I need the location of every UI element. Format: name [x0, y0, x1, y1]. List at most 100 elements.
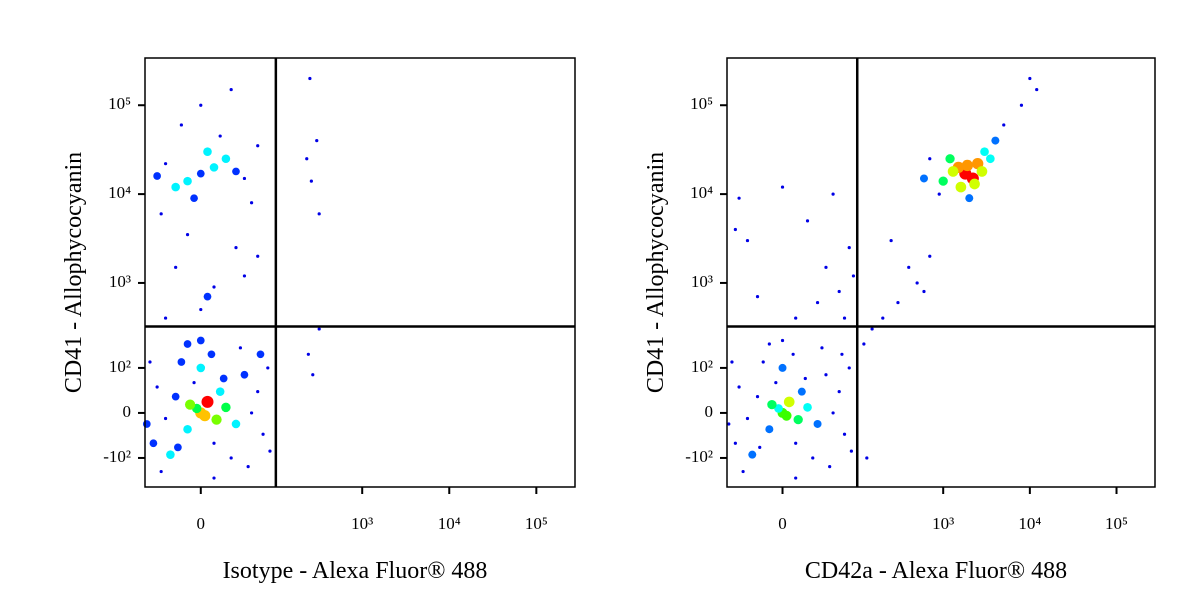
- x-tick-label: 10⁴: [1018, 514, 1041, 533]
- event-dot: [315, 139, 319, 143]
- event-dot: [797, 387, 806, 396]
- event-dot: [837, 390, 841, 394]
- event-dot: [928, 157, 932, 161]
- event-dot: [813, 419, 822, 428]
- event-dot: [163, 316, 168, 320]
- event-dot: [847, 366, 851, 370]
- event-dot: [203, 292, 212, 301]
- event-dot: [824, 373, 828, 377]
- event-dot: [184, 399, 196, 410]
- x-tick-label: 0: [197, 514, 206, 533]
- event-dot: [851, 274, 856, 278]
- event-dot: [174, 265, 178, 269]
- event-dot: [803, 376, 807, 381]
- event-dot: [261, 432, 265, 436]
- event-dot: [207, 350, 216, 359]
- event-dot: [849, 449, 853, 453]
- event-dot: [183, 340, 192, 348]
- y-tick-label: 10³: [691, 272, 713, 291]
- event-dot: [305, 157, 309, 161]
- event-dot: [308, 76, 312, 81]
- event-dot: [745, 238, 750, 243]
- event-dot: [780, 338, 785, 343]
- event-dot: [737, 196, 741, 200]
- x-axis-label: Isotype - Alexa Fluor® 488: [223, 558, 488, 584]
- event-dot: [765, 425, 774, 434]
- y-tick-label: 10²: [109, 357, 131, 376]
- event-dot: [991, 136, 1000, 145]
- event-dot: [311, 373, 315, 377]
- x-tick-label: 10⁴: [438, 514, 461, 533]
- x-tick-label: 10³: [932, 514, 954, 533]
- event-dot: [218, 134, 222, 138]
- event-dot: [148, 360, 152, 364]
- x-tick-label: 10³: [351, 514, 373, 533]
- event-dot: [778, 363, 787, 372]
- event-dot: [945, 154, 955, 164]
- y-axis-label: CD41 - Allophycocyanin: [643, 152, 669, 393]
- event-dot: [937, 192, 941, 196]
- event-dot: [163, 162, 168, 166]
- event-dot: [774, 404, 783, 413]
- event-dot: [171, 182, 180, 192]
- event-dot: [246, 465, 250, 469]
- event-dot: [1035, 87, 1039, 92]
- event-dot: [196, 336, 205, 345]
- event-dot: [794, 316, 798, 320]
- event-dot: [159, 212, 163, 216]
- event-dot: [199, 410, 211, 422]
- event-dot: [955, 181, 967, 193]
- event-dot: [153, 172, 161, 180]
- event-dot: [824, 265, 828, 269]
- x-tick-label: 10⁵: [1105, 514, 1128, 533]
- event-dot: [174, 443, 182, 452]
- y-tick-label: -10²: [103, 447, 131, 466]
- event-dot: [755, 295, 760, 299]
- event-dot: [212, 476, 216, 480]
- event-dot: [865, 456, 869, 460]
- event-dot: [831, 192, 835, 196]
- event-dot: [256, 254, 260, 258]
- event-dot: [201, 395, 214, 408]
- event-dot: [211, 414, 222, 425]
- event-dot: [896, 300, 900, 305]
- plot-frame: [144, 57, 576, 488]
- event-dot: [229, 456, 233, 460]
- event-dot: [249, 411, 254, 415]
- event-dot: [192, 380, 196, 385]
- event-dot: [986, 154, 995, 164]
- event-dot: [805, 219, 810, 223]
- event-dot: [791, 352, 795, 356]
- event-dot: [149, 439, 158, 448]
- event-dot: [199, 307, 203, 312]
- event-dot: [842, 432, 847, 436]
- event-dot: [961, 159, 974, 172]
- event-dot: [774, 380, 778, 385]
- event-dot: [212, 441, 216, 445]
- event-dot: [767, 342, 771, 346]
- event-dot: [203, 147, 212, 156]
- event-dot: [256, 390, 260, 394]
- event-dot: [780, 185, 785, 189]
- event-dot: [828, 465, 832, 469]
- event-dot: [976, 166, 988, 177]
- event-dot: [232, 167, 240, 176]
- event-dot: [268, 449, 272, 453]
- event-dot: [256, 144, 260, 148]
- y-tick-label: -10²: [685, 447, 713, 466]
- event-dot: [266, 366, 270, 370]
- event-dot: [229, 87, 233, 92]
- event-dot: [907, 265, 911, 269]
- event-dot: [234, 246, 238, 250]
- event-dot: [915, 281, 919, 285]
- event-dot: [179, 123, 183, 127]
- event-dot: [837, 289, 841, 294]
- event-dot: [831, 411, 835, 415]
- event-dot: [317, 212, 321, 216]
- y-tick-label: 0: [123, 402, 132, 421]
- event-dot: [794, 476, 798, 480]
- event-dot: [196, 169, 205, 178]
- event-dot: [171, 392, 180, 401]
- event-dot: [221, 154, 231, 164]
- event-dot: [183, 424, 192, 434]
